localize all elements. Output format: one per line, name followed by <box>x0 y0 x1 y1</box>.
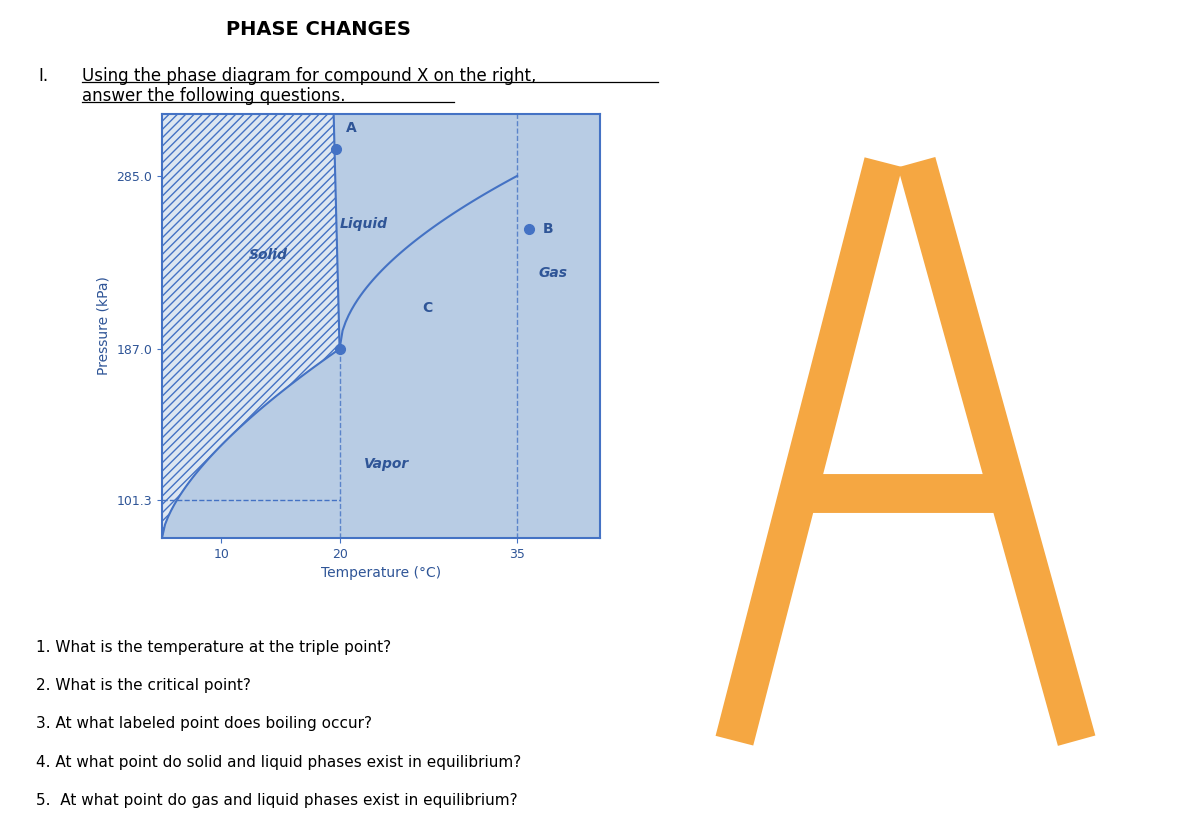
Polygon shape <box>162 114 340 538</box>
Text: Gas: Gas <box>538 266 568 280</box>
Polygon shape <box>334 114 517 349</box>
Text: C: C <box>422 302 433 315</box>
Text: 5.  At what point do gas and liquid phases exist in equilibrium?: 5. At what point do gas and liquid phase… <box>36 793 517 808</box>
Text: 3. At what labeled point does boiling occur?: 3. At what labeled point does boiling oc… <box>36 716 372 731</box>
Text: Solid: Solid <box>250 249 288 262</box>
Text: 2. What is the critical point?: 2. What is the critical point? <box>36 678 251 693</box>
Text: Liquid: Liquid <box>340 217 388 231</box>
Text: answer the following questions.: answer the following questions. <box>82 87 346 105</box>
Text: PHASE CHANGES: PHASE CHANGES <box>226 20 410 39</box>
Text: B: B <box>544 222 554 236</box>
Y-axis label: Pressure (kPa): Pressure (kPa) <box>97 276 110 376</box>
X-axis label: Temperature (°C): Temperature (°C) <box>320 566 442 580</box>
Text: A: A <box>346 121 356 135</box>
Text: 1. What is the temperature at the triple point?: 1. What is the temperature at the triple… <box>36 640 391 654</box>
Text: Using the phase diagram for compound X on the right,: Using the phase diagram for compound X o… <box>82 67 536 85</box>
Text: Vapor: Vapor <box>365 456 409 471</box>
Text: 4. At what point do solid and liquid phases exist in equilibrium?: 4. At what point do solid and liquid pha… <box>36 755 521 769</box>
Text: I.: I. <box>38 67 48 85</box>
